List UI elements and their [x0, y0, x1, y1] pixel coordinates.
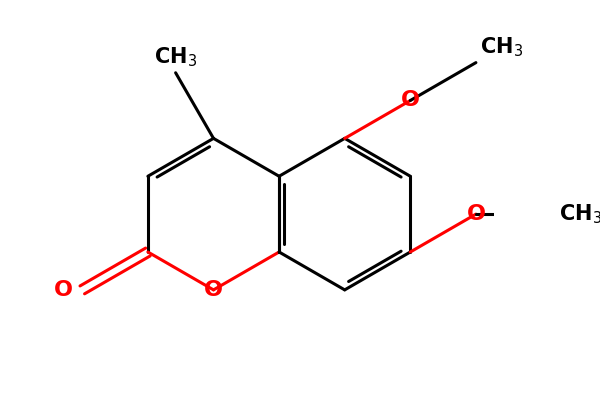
Text: O: O — [401, 90, 420, 110]
Text: O: O — [204, 280, 223, 300]
Text: CH$_3$: CH$_3$ — [479, 35, 523, 59]
Text: CH$_3$: CH$_3$ — [154, 45, 197, 69]
Text: CH$_3$: CH$_3$ — [559, 202, 600, 226]
Text: O: O — [53, 280, 73, 300]
Text: O: O — [466, 204, 485, 224]
